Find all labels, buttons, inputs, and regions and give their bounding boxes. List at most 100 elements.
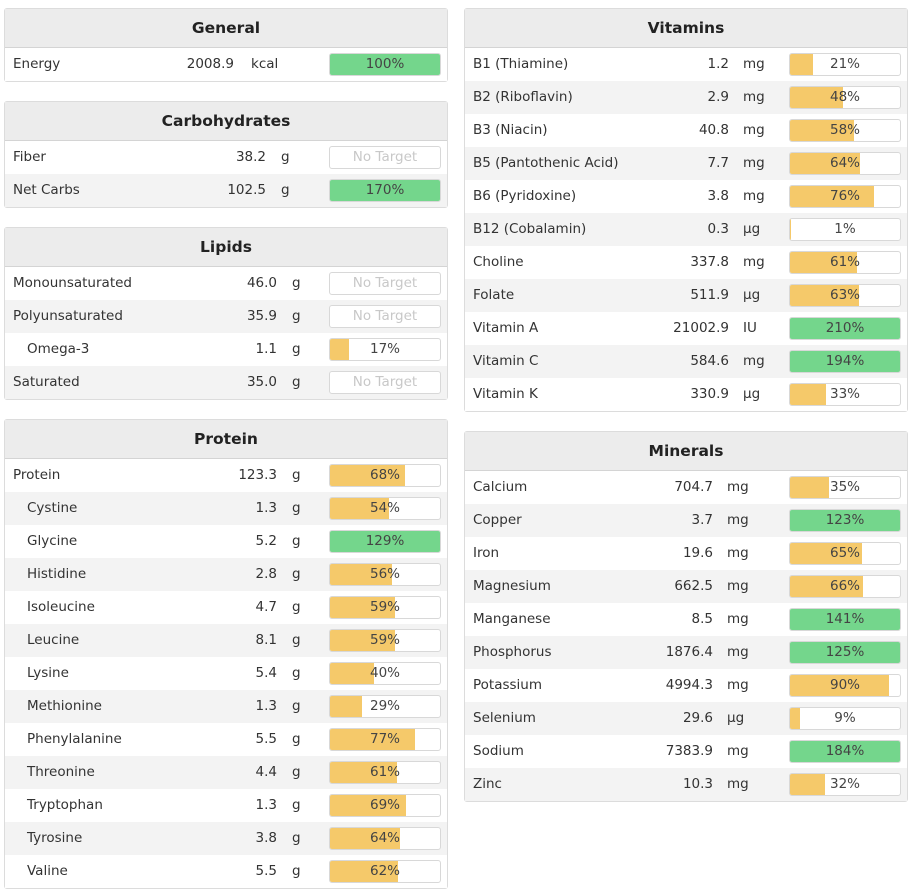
nutrient-name: Histidine [27,566,87,582]
nutrient-row[interactable]: Threonine 4.4 g 61% [5,756,447,789]
target-progress-bar: 61% [789,251,901,274]
nutrient-row[interactable]: Leucine 8.1 g 59% [5,624,447,657]
nutrient-name: Tryptophan [27,797,103,813]
nutrient-amount: 3.8 [255,830,277,846]
nutrient-row[interactable]: Magnesium 662.5 mg 66% [465,570,907,603]
panel-title: Minerals [465,432,907,471]
progress-percent: 141% [825,611,865,627]
nutrient-row[interactable]: Zinc 10.3 mg 32% [465,768,907,801]
nutrient-name: Cystine [27,500,78,516]
progress-percent: 59% [369,599,400,615]
nutrient-row[interactable]: Selenium 29.6 µg 9% [465,702,907,735]
target-progress-bar: 58% [789,119,901,142]
target-progress-bar: 129% [329,530,441,553]
nutrient-name: Vitamin K [473,386,538,402]
nutrient-name: B12 (Cobalamin) [473,221,587,237]
nutrient-unit: mg [727,479,749,495]
nutrient-unit: g [292,797,301,813]
nutrient-row[interactable]: Net Carbs 102.5 g 170% [5,174,447,207]
nutrient-row[interactable]: B2 (Riboflavin) 2.9 mg 48% [465,81,907,114]
progress-percent: 40% [369,665,400,681]
nutrient-unit: mg [743,254,765,270]
nutrient-unit: g [292,374,301,390]
nutrient-row[interactable]: Iron 19.6 mg 65% [465,537,907,570]
progress-percent: 61% [829,254,860,270]
nutrient-row[interactable]: Calcium 704.7 mg 35% [465,471,907,504]
progress-percent: 33% [829,386,860,402]
nutrient-row[interactable]: Protein 123.3 g 68% [5,459,447,492]
nutrient-name: Manganese [473,611,551,627]
progress-percent: 54% [369,500,400,516]
target-progress-bar: 141% [789,608,901,631]
nutrient-amount: 4.4 [255,764,277,780]
nutrient-name: Leucine [27,632,80,648]
nutrient-name: Selenium [473,710,536,726]
nutrient-unit: g [292,500,301,516]
progress-fill [790,351,900,372]
nutrient-row[interactable]: Tyrosine 3.8 g 64% [5,822,447,855]
nutrient-row[interactable]: Vitamin C 584.6 mg 194% [465,345,907,378]
nutrient-row[interactable]: Glycine 5.2 g 129% [5,525,447,558]
nutrient-row[interactable]: Phenylalanine 5.5 g 77% [5,723,447,756]
nutrient-row[interactable]: Manganese 8.5 mg 141% [465,603,907,636]
nutrient-row[interactable]: Potassium 4994.3 mg 90% [465,669,907,702]
target-progress-bar: 194% [789,350,901,373]
target-progress-bar: 64% [329,827,441,850]
panel-title: Carbohydrates [5,102,447,141]
target-progress-bar: 9% [789,707,901,730]
nutrient-unit: mg [743,56,765,72]
nutrient-row[interactable]: B6 (Pyridoxine) 3.8 mg 76% [465,180,907,213]
nutrient-row[interactable]: Isoleucine 4.7 g 59% [5,591,447,624]
progress-percent: 59% [369,632,400,648]
nutrient-row[interactable]: Vitamin A 21002.9 IU 210% [465,312,907,345]
nutrient-row[interactable]: Phosphorus 1876.4 mg 125% [465,636,907,669]
progress-fill [330,597,395,618]
nutrient-row[interactable]: B1 (Thiamine) 1.2 mg 21% [465,48,907,81]
progress-percent: 65% [829,545,860,561]
nutrient-row[interactable]: Sodium 7383.9 mg 184% [465,735,907,768]
target-progress-bar: 77% [329,728,441,751]
nutrient-row[interactable]: B12 (Cobalamin) 0.3 µg 1% [465,213,907,246]
progress-percent: 64% [369,830,400,846]
nutrient-row[interactable]: Choline 337.8 mg 61% [465,246,907,279]
nutrient-unit: g [292,533,301,549]
progress-percent: 68% [369,467,400,483]
nutrient-row[interactable]: Monounsaturated 46.0 g No Target [5,267,447,300]
target-progress-bar: 65% [789,542,901,565]
nutrient-amount: 38.2 [235,149,266,165]
nutrient-amount: 5.4 [255,665,277,681]
progress-fill [330,762,398,783]
nutrient-row[interactable]: Vitamin K 330.9 µg 33% [465,378,907,411]
nutrient-row[interactable]: Cystine 1.3 g 54% [5,492,447,525]
nutrient-name: Copper [473,512,522,528]
progress-fill [330,696,362,717]
nutrient-row[interactable]: Polyunsaturated 35.9 g No Target [5,300,447,333]
target-progress-bar: 90% [789,674,901,697]
target-progress-bar: No Target [329,371,441,394]
progress-percent: 17% [369,341,400,357]
nutrient-unit: mg [727,644,749,660]
progress-percent: 100% [365,56,405,72]
nutrient-unit: mg [743,188,765,204]
progress-percent: 66% [829,578,860,594]
nutrient-row[interactable]: Histidine 2.8 g 56% [5,558,447,591]
nutrient-row[interactable]: Lysine 5.4 g 40% [5,657,447,690]
nutrient-row[interactable]: Tryptophan 1.3 g 69% [5,789,447,822]
nutrient-row[interactable]: Valine 5.5 g 62% [5,855,447,888]
nutrient-row[interactable]: Omega-3 1.1 g 17% [5,333,447,366]
panel-title: Lipids [5,228,447,267]
target-progress-bar: 59% [329,596,441,619]
progress-fill [790,120,854,141]
nutrient-row[interactable]: Energy 2008.9 kcal 100% [5,48,447,81]
nutrient-row[interactable]: Saturated 35.0 g No Target [5,366,447,399]
nutrient-row[interactable]: B5 (Pantothenic Acid) 7.7 mg 64% [465,147,907,180]
nutrient-row[interactable]: Copper 3.7 mg 123% [465,504,907,537]
progress-fill [330,663,374,684]
progress-percent: 123% [825,512,865,528]
nutrient-row[interactable]: Methionine 1.3 g 29% [5,690,447,723]
nutrient-name: Polyunsaturated [13,308,123,324]
target-progress-bar: 17% [329,338,441,361]
nutrient-row[interactable]: Fiber 38.2 g No Target [5,141,447,174]
nutrient-row[interactable]: Folate 511.9 µg 63% [465,279,907,312]
nutrient-row[interactable]: B3 (Niacin) 40.8 mg 58% [465,114,907,147]
